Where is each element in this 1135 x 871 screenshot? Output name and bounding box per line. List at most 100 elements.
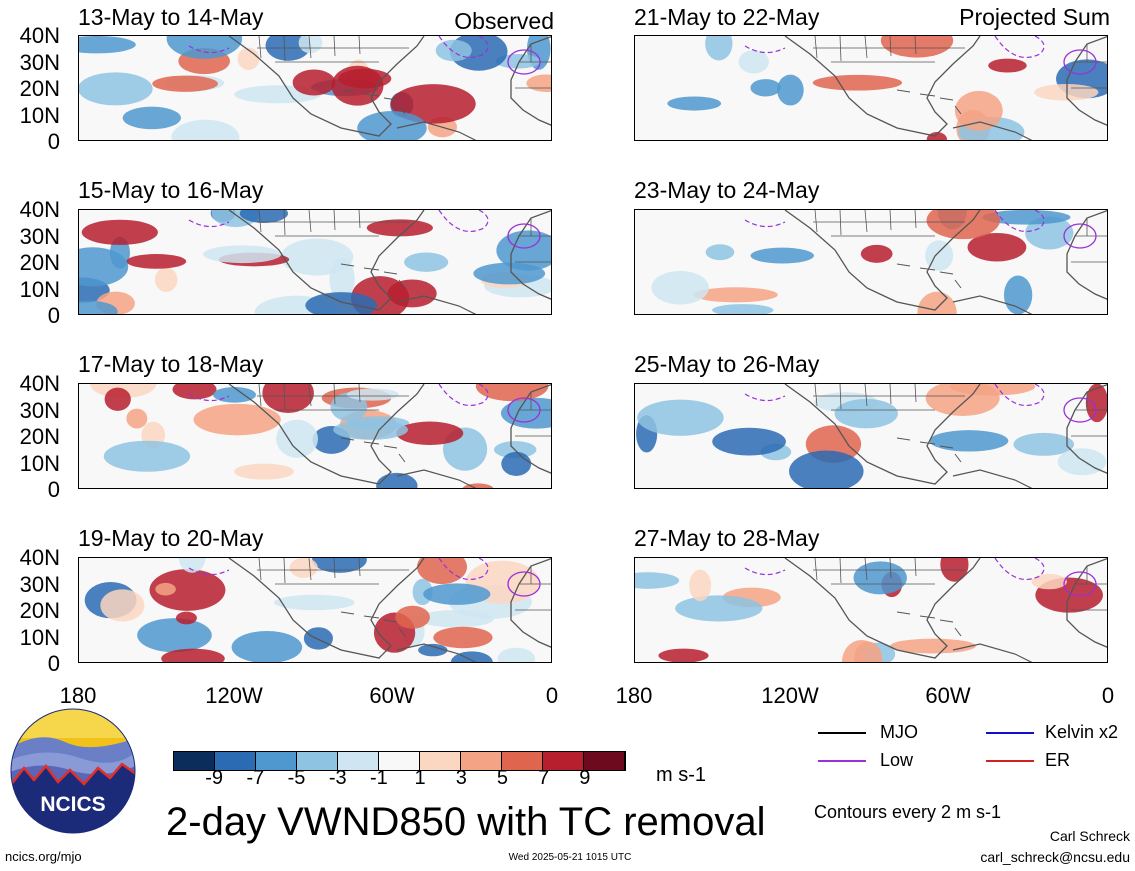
lon-label: 60W (925, 683, 971, 708)
colorbar-segment (461, 752, 502, 770)
low-contour-dashed (744, 393, 786, 402)
africa-coast (510, 36, 551, 126)
anomaly-blob (330, 392, 368, 422)
map-panel (634, 209, 1108, 315)
anomaly-blob (289, 558, 318, 578)
author-name: Carl Schreck (1049, 828, 1130, 844)
anomaly-blob (172, 384, 217, 400)
lat-label: 30N (19, 571, 60, 597)
anomaly-blob (750, 247, 814, 264)
anomaly-blob (237, 47, 260, 70)
lon-label: 0 (545, 683, 559, 708)
map-panel (78, 383, 552, 489)
low-contour-dashed (438, 384, 489, 406)
anomaly-blob (81, 219, 158, 245)
anomaly-blob (1025, 216, 1074, 250)
lat-label: 30N (19, 397, 60, 423)
colorbar-segment (338, 752, 379, 770)
anomaly-blob (738, 49, 769, 74)
lat-label: 20N (19, 250, 60, 275)
author-email[interactable]: carl_schreck@ncsu.edu (980, 849, 1130, 865)
colorbar-tick-label: -1 (370, 767, 388, 789)
africa-borders (515, 44, 551, 89)
low-legend-line (818, 760, 866, 762)
colorbar-tick-label: 7 (538, 767, 550, 789)
anomaly-blob (331, 65, 384, 106)
anomaly-blob (234, 463, 294, 480)
anomaly-blob (396, 421, 464, 445)
anomaly-blob (126, 408, 148, 429)
colorbar-tick-label: -7 (246, 767, 265, 789)
colorbar-segment (256, 752, 297, 770)
anomaly-blob (346, 388, 399, 401)
south-america-coast (396, 643, 477, 662)
low-contour-dashed (188, 45, 230, 54)
anomaly-blob (658, 648, 709, 662)
panel-title: 15-May to 16-May (78, 177, 264, 203)
anomaly-blob (450, 651, 493, 662)
lat-label: 0 (47, 129, 60, 154)
observed-label: Observed (454, 8, 554, 34)
coastline (228, 36, 425, 137)
caribbean-islands (340, 611, 406, 637)
anomaly-blob (926, 210, 1000, 240)
anomaly-blob (812, 74, 903, 91)
wind-anomaly-map (635, 210, 1107, 314)
anomaly-blob (750, 79, 781, 97)
lat-label: 0 (47, 477, 60, 502)
anomaly-blob (231, 631, 303, 662)
low-contour (507, 223, 541, 249)
africa-borders (1071, 566, 1107, 611)
anomaly-blob (79, 36, 136, 54)
map-panel (78, 209, 552, 315)
anomaly-blob (712, 304, 774, 314)
anomaly-blob (925, 240, 954, 271)
wind-anomaly-map (79, 36, 551, 140)
anomaly-blob (675, 595, 763, 622)
anomaly-blob (860, 244, 893, 263)
panel-title: 25-May to 26-May (634, 351, 820, 377)
anomaly-blob (154, 267, 178, 292)
anomaly-blob (777, 74, 804, 106)
anomaly-blob (789, 450, 864, 488)
south-america-coast (396, 295, 477, 314)
south-america-coast (952, 121, 1033, 140)
lat-label: 30N (19, 223, 60, 249)
website-link[interactable]: ncics.org/mjo (5, 849, 82, 864)
anomaly-blob (239, 210, 289, 223)
low-contour-dashed (438, 210, 489, 232)
anomaly-blob (834, 398, 898, 429)
africa-coast (510, 558, 551, 648)
anomaly-blob (203, 245, 282, 264)
low-contour-dashed (188, 393, 230, 402)
anomaly-blob (435, 39, 472, 62)
anomaly-blob (929, 430, 1009, 452)
anomaly-blob (175, 611, 197, 625)
lon-label: 120W (761, 683, 819, 708)
anomaly-blob (390, 84, 476, 124)
colorbar (173, 751, 626, 771)
coastline (784, 558, 981, 659)
caribbean-islands (896, 263, 962, 289)
state-borders (257, 558, 409, 585)
low-contour-dashed (438, 558, 489, 580)
anomaly-blob (693, 287, 778, 303)
logo-text: NCICS (40, 793, 105, 816)
low-contour-dashed (994, 558, 1045, 580)
lat-label: 20N (19, 424, 60, 449)
anomaly-blob (292, 69, 336, 96)
map-panel (634, 557, 1108, 663)
map-panel (78, 557, 552, 663)
low-contour-dashed (744, 567, 786, 576)
anomaly-blob (122, 106, 181, 130)
colorbar-segment (543, 752, 584, 770)
anomaly-blob (333, 419, 408, 440)
anomaly-blob (79, 72, 153, 106)
anomaly-blob (712, 427, 786, 456)
lat-label: 40N (19, 545, 60, 570)
anomaly-blob (925, 384, 1000, 416)
anomaly-blob (1057, 448, 1107, 476)
colorbar-tick-label: 5 (496, 767, 509, 789)
africa-borders (1071, 44, 1107, 89)
anomaly-blob (298, 36, 323, 54)
